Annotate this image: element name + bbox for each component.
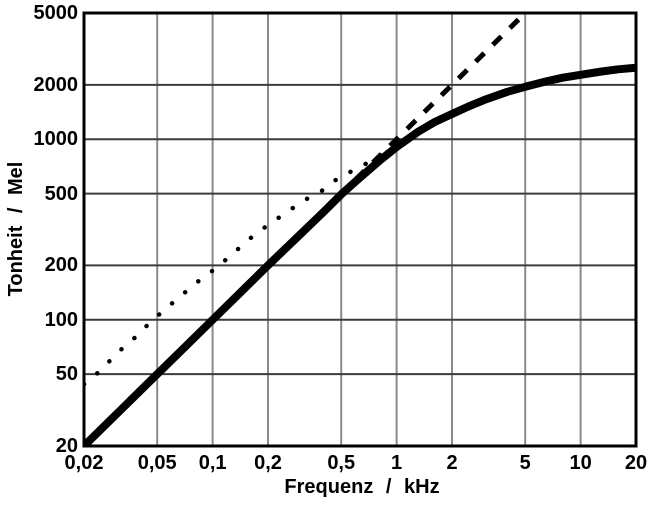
x-tick-label: 1 <box>391 452 403 474</box>
x-tick-label: 0,5 <box>327 452 356 474</box>
y-tick-label: 1000 <box>33 128 79 151</box>
y-tick-label: 20 <box>55 435 78 457</box>
x-tick-label: 10 <box>569 452 592 474</box>
x-tick-label: 20 <box>624 452 648 474</box>
x-tick-label: 0,1 <box>198 452 227 474</box>
x-tick-label: 2 <box>446 452 458 474</box>
y-tick-label: 500 <box>44 182 78 205</box>
dotted-curve <box>84 149 389 387</box>
x-tick-label: 5 <box>519 452 531 474</box>
x-tick-label: 0,02 <box>64 452 104 474</box>
y-tick-label: 50 <box>55 363 78 386</box>
x-tick-label: 0,05 <box>137 452 177 474</box>
mel-curve-solid <box>84 63 636 446</box>
y-axis-title: Tonheit / Mel <box>5 161 27 297</box>
x-axis-title: Frequenz / kHz <box>284 476 440 498</box>
y-tick-label: 200 <box>44 254 78 277</box>
dashed-proportional-line <box>354 15 523 182</box>
plot-frame <box>82 11 638 448</box>
y-tick-label: 2000 <box>33 73 79 96</box>
x-tick-label: 0,2 <box>254 452 282 474</box>
y-tick-label: 100 <box>44 308 78 331</box>
y-tick-label: 5000 <box>33 2 79 24</box>
